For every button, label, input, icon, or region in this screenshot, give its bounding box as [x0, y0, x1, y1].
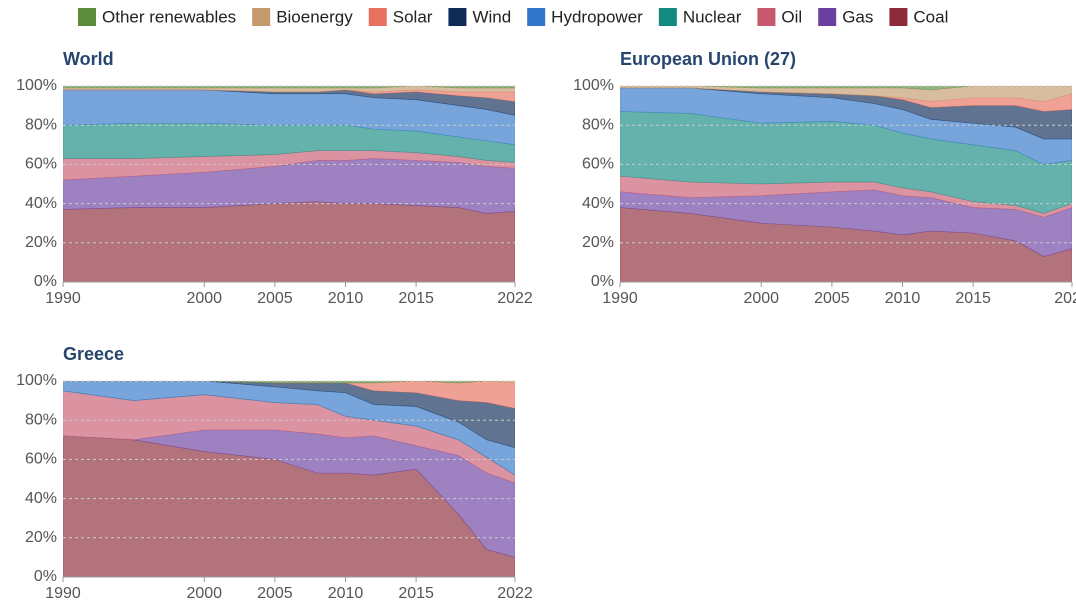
x-tick-label: 2010: [328, 290, 364, 307]
x-tick-label: 2015: [398, 585, 434, 602]
y-tick-label: 0%: [591, 273, 614, 290]
panel-title: Greece: [63, 344, 124, 364]
y-tick-label: 40%: [25, 490, 57, 507]
x-tick-label: 2022: [497, 290, 533, 307]
x-tick-label: 1990: [45, 290, 81, 307]
area-other-renewables: [620, 86, 1072, 91]
legend-swatch: [252, 8, 271, 26]
y-tick-label: 40%: [582, 195, 614, 212]
y-tick-label: 80%: [25, 411, 57, 428]
x-tick-label: 2000: [186, 585, 222, 602]
x-tick-label: 2022: [1054, 290, 1076, 307]
x-tick-label: 2005: [814, 290, 850, 307]
panel: European Union (27) 0% 20% 40% 60% 80% 100% 199…: [573, 49, 1076, 307]
y-tick-label: 100%: [573, 77, 614, 94]
legend-swatch: [818, 8, 837, 26]
x-tick-label: 2022: [497, 585, 533, 602]
panel: World 0% 20% 40% 60% 80% 100% 1990 2000 2005 2010 2…: [16, 49, 533, 307]
panel-title: World: [63, 49, 114, 69]
y-tick-label: 0%: [34, 273, 57, 290]
x-tick-label: 2000: [743, 290, 779, 307]
legend-label: Wind: [472, 7, 511, 26]
y-tick-label: 100%: [16, 77, 57, 94]
legend-label: Other renewables: [102, 7, 236, 26]
legend-swatch: [658, 8, 677, 26]
x-tick-label: 2005: [257, 290, 293, 307]
y-tick-label: 60%: [582, 156, 614, 173]
legend-label: Bioenergy: [276, 7, 353, 26]
y-tick-label: 20%: [25, 529, 57, 546]
y-tick-label: 20%: [25, 234, 57, 251]
legend-label: Gas: [842, 7, 873, 26]
y-tick-label: 100%: [16, 372, 57, 389]
legend-label: Solar: [393, 7, 433, 26]
y-tick-label: 0%: [34, 568, 57, 585]
y-tick-label: 60%: [25, 156, 57, 173]
y-tick-label: 60%: [25, 451, 57, 468]
legend-swatch: [368, 8, 387, 26]
legend-label: Oil: [781, 7, 802, 26]
x-tick-label: 2005: [257, 585, 293, 602]
x-tick-label: 2010: [885, 290, 921, 307]
area-coal: [63, 201, 515, 282]
x-tick-label: 1990: [45, 585, 81, 602]
panel: Greece 0% 20% 40% 60% 80% 100% 1990 2000 2005 2010…: [16, 344, 533, 602]
x-tick-label: 2000: [186, 290, 222, 307]
y-tick-label: 20%: [582, 234, 614, 251]
legend: Other renewables Bioenergy Solar Wind Hydrop…: [78, 7, 948, 26]
legend-swatch: [448, 8, 467, 26]
legend-swatch: [527, 8, 546, 26]
legend-label: Nuclear: [683, 7, 742, 26]
legend-swatch: [889, 8, 908, 26]
legend-label: Coal: [913, 7, 948, 26]
x-tick-label: 1990: [602, 290, 638, 307]
areas: [63, 86, 515, 282]
x-tick-label: 2015: [955, 290, 991, 307]
y-tick-label: 40%: [25, 195, 57, 212]
legend-label: Hydropower: [551, 7, 643, 26]
panel-title: European Union (27): [620, 49, 796, 69]
x-tick-label: 2015: [398, 290, 434, 307]
legend-swatch: [78, 8, 96, 26]
areas: [63, 381, 515, 577]
areas: [620, 86, 1072, 282]
legend-swatch: [757, 8, 776, 26]
y-tick-label: 80%: [582, 116, 614, 133]
y-tick-label: 80%: [25, 116, 57, 133]
x-tick-label: 2010: [328, 585, 364, 602]
